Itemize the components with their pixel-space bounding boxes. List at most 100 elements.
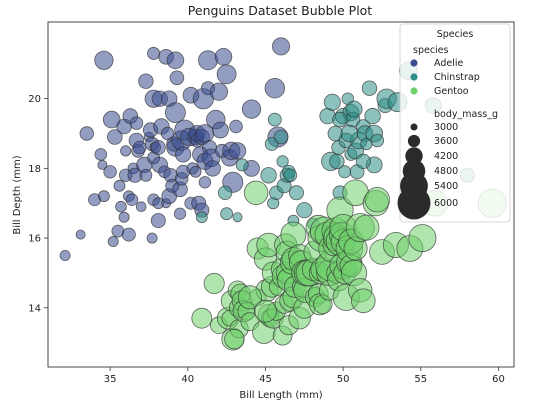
bubble-point [102, 110, 121, 129]
bubble-point [345, 100, 363, 118]
bubble-point [107, 129, 123, 145]
bubble-point [224, 328, 245, 350]
legend-marker-adelie [410, 59, 418, 67]
bubble-point [340, 124, 359, 143]
bubble-point [267, 112, 282, 127]
bubble-layer [59, 37, 507, 351]
bubble-point [132, 140, 147, 155]
series-gentoo [191, 179, 507, 351]
legend-size-label: 3600 [434, 136, 458, 147]
bubble-point [276, 155, 289, 168]
chart-title: Penguins Dataset Bubble Plot [188, 3, 373, 18]
bubble-point [243, 180, 269, 206]
bubble-point [98, 190, 110, 203]
bubble-point [120, 145, 132, 157]
bubble-point [97, 159, 108, 170]
bubble-point [280, 221, 307, 248]
bubble-point [175, 146, 192, 163]
x-tick-label: 50 [337, 374, 350, 385]
plot-frame [47, 21, 515, 368]
bubble-point [118, 211, 130, 223]
x-tick-label: 55 [414, 374, 427, 385]
legend-size-marker [397, 186, 431, 220]
bubble-point [283, 168, 298, 183]
bubble-point [107, 235, 119, 247]
legend: Species species Adelie Chinstrap Gentoo bo… [397, 23, 511, 223]
bubble-point [241, 99, 262, 119]
legend-size-label: 4800 [434, 166, 458, 177]
x-axis: 35 40 45 50 55 60 [104, 367, 505, 385]
bubble-point [204, 160, 221, 177]
y-tick-label: 16 [28, 234, 41, 245]
bubble-point [166, 51, 185, 70]
bubble-point [146, 232, 158, 244]
legend-label-adelie: Adelie [434, 58, 463, 69]
y-axis: 14 16 18 20 [28, 94, 48, 314]
bubble-point [211, 121, 229, 139]
bubble-point [214, 48, 233, 66]
bubble-point [138, 73, 154, 89]
bubble-point [229, 119, 243, 134]
bubble-point [121, 227, 136, 242]
bubble-point [237, 285, 262, 310]
legend-size-marker [410, 123, 418, 131]
bubble-point [338, 165, 352, 179]
bubble-point [203, 272, 225, 294]
x-tick-label: 60 [492, 374, 505, 385]
bubble-point [254, 299, 277, 323]
bubble-point [217, 185, 233, 201]
bubble-point [75, 229, 86, 240]
y-tick-label: 14 [28, 303, 41, 314]
bubble-point [350, 288, 376, 314]
bubble-point [129, 116, 144, 130]
bubble-point [169, 70, 185, 86]
legend-size-label: 6000 [434, 198, 458, 209]
bubble-point [198, 176, 212, 189]
legend-marker-gentoo [410, 87, 418, 95]
series-adelie [59, 37, 290, 261]
bubble-point [220, 207, 234, 221]
bubble-point [135, 201, 147, 213]
bubble-point [235, 158, 249, 172]
bubble-point [198, 50, 218, 71]
bubble-point [264, 77, 286, 99]
bubble-point [189, 165, 202, 178]
legend-size-label: 5400 [434, 181, 458, 192]
series-chinstrap [195, 61, 475, 231]
bubble-point [191, 307, 213, 329]
bubble-point [361, 80, 378, 96]
legend-title: Species [437, 29, 474, 40]
bubble-point [113, 179, 126, 192]
bubble-point [59, 249, 71, 261]
bubble-point [94, 50, 114, 70]
bubble-point [323, 93, 341, 111]
bubble-point [364, 186, 391, 213]
bubble-point [150, 139, 166, 155]
bubble-point [209, 82, 228, 101]
legend-box [399, 23, 511, 223]
bubble-point [370, 133, 385, 148]
legend-marker-chinstrap [410, 73, 418, 81]
bubble-point [216, 64, 237, 85]
bubble-point [232, 212, 243, 223]
bubble-point [408, 224, 437, 253]
bubble-point [260, 167, 277, 184]
legend-species-list: Adelie Chinstrap Gentoo [410, 58, 480, 97]
bubble-point [364, 107, 381, 125]
legend-size-marker [405, 147, 423, 165]
bubble-point [125, 193, 139, 207]
x-tick-label: 45 [259, 374, 272, 385]
bubble-point [94, 148, 108, 161]
bubble-point [273, 129, 289, 145]
legend-size-label: 4200 [434, 151, 458, 162]
bubble-point [139, 168, 153, 182]
x-axis-label: Bill Length (mm) [239, 390, 322, 401]
legend-size-marker [407, 134, 421, 148]
bubble-point [103, 165, 117, 179]
bubble-point [173, 207, 187, 220]
bubble-point [288, 185, 304, 201]
bubble-point [228, 142, 247, 160]
legend-size-header: body_mass_g [434, 109, 498, 120]
x-tick-label: 40 [181, 374, 194, 385]
bubble-point [147, 46, 161, 60]
